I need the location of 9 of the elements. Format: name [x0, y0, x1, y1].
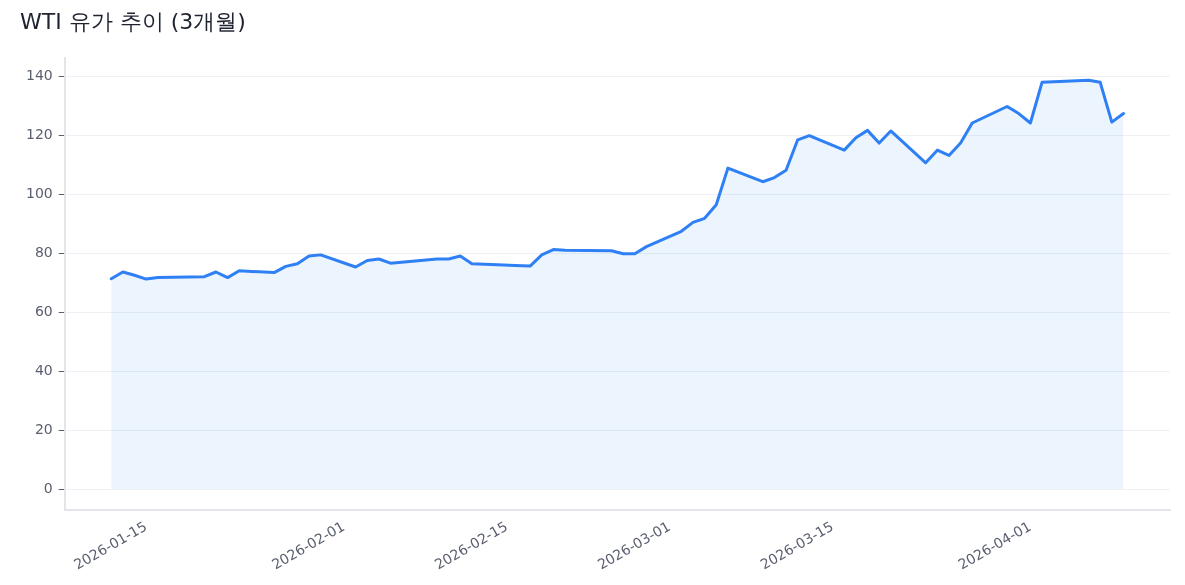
y-tick-label: 20: [34, 420, 53, 437]
y-tick-label: 80: [34, 243, 53, 260]
y-tick-label: 140: [25, 66, 53, 83]
y-tick-label: 60: [34, 302, 53, 319]
y-tick-label: 120: [25, 125, 53, 142]
y-tick-label: 100: [25, 184, 53, 201]
y-tick-label: 40: [34, 361, 53, 378]
y-tick-label: 0: [43, 479, 53, 496]
chart-title: WTI 유가 추이 (3개월): [20, 8, 246, 34]
